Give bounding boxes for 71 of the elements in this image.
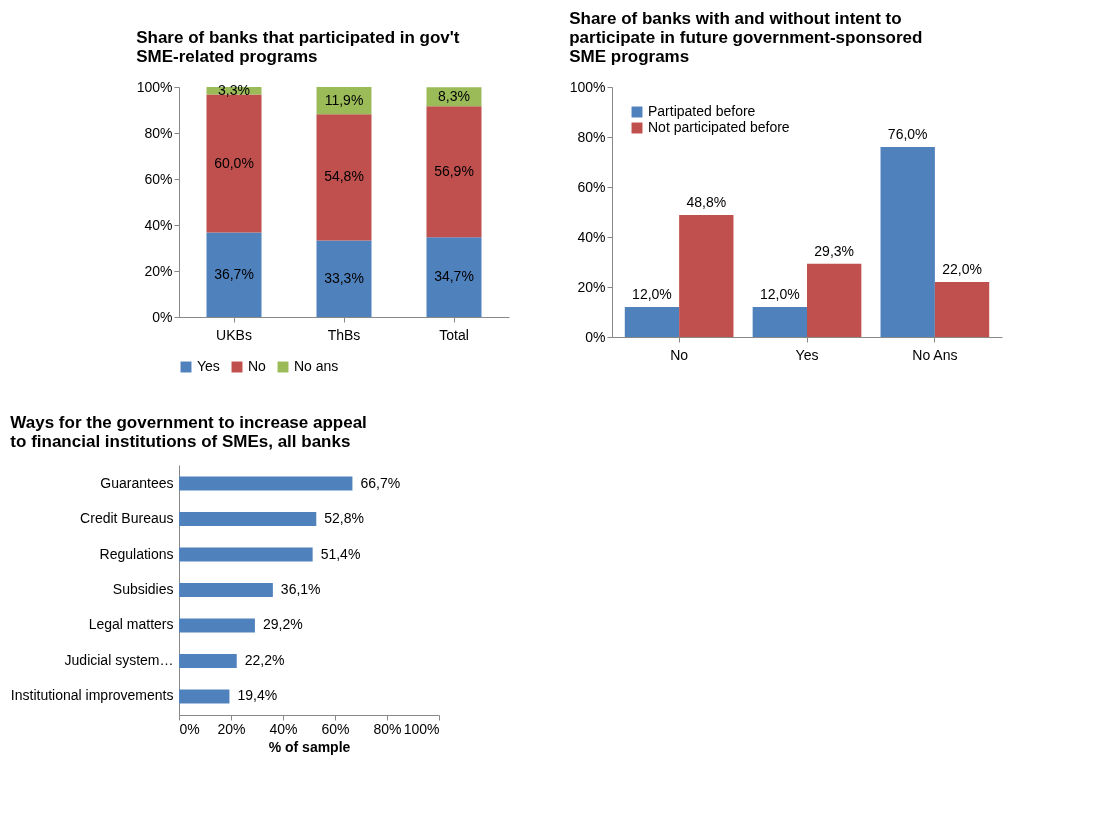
y-tick-label: 40% <box>577 228 606 245</box>
bar <box>426 106 482 238</box>
x-tick-label: 20% <box>217 720 246 737</box>
bar <box>316 114 372 241</box>
y-tick-label: Institutional improvements <box>10 687 174 704</box>
bar <box>934 282 990 337</box>
data-label: 51,4% <box>320 545 361 562</box>
x-tick-label: 0% <box>179 720 200 737</box>
data-label: 36,1% <box>280 581 321 597</box>
data-label: 34,7% <box>434 268 474 285</box>
bar <box>426 237 482 317</box>
y-tick-label: 40% <box>144 216 173 233</box>
legend-label: Yes <box>197 358 220 374</box>
y-tick-label: 100% <box>569 78 606 95</box>
data-label: 8,3% <box>438 87 470 104</box>
data-label: 29,3% <box>814 242 855 259</box>
data-label: 48,8% <box>686 194 727 210</box>
y-tick-label: Subsidies <box>112 581 174 597</box>
data-label: 66,7% <box>360 474 401 491</box>
legend-label: No ans <box>294 358 339 374</box>
bar <box>316 240 372 317</box>
y-tick-label: Judicial system… <box>64 651 174 668</box>
y-tick-label: 0% <box>152 308 173 325</box>
y-tick-label: 80% <box>577 128 606 145</box>
data-label: 52,8% <box>324 510 364 527</box>
data-label: 12,0% <box>759 286 800 302</box>
data-label: 76,0% <box>887 126 928 142</box>
data-label: 56,9% <box>434 162 474 179</box>
legend-label: Not participated before <box>648 119 790 135</box>
x-tick-label: 80% <box>373 720 402 737</box>
bar <box>679 215 734 337</box>
y-tick-label: Credit Bureaus <box>80 510 174 527</box>
data-label: 60,0% <box>214 154 254 171</box>
x-tick-label: Total <box>439 326 469 343</box>
y-tick-label: Legal matters <box>88 616 174 633</box>
chart-title: Share of banks with and without intent to participate in future government-sponsored SME programs <box>569 9 923 66</box>
bar <box>807 263 862 337</box>
chart-title: Ways for the government to increase appeal to financial institutions of SMEs, all banks <box>10 413 367 451</box>
y-tick-label: 80% <box>144 124 173 141</box>
x-axis-title: % of sample <box>268 738 351 755</box>
y-tick-label: Regulations <box>99 545 174 562</box>
data-label: 22,0% <box>942 261 982 277</box>
data-label: 29,2% <box>262 616 303 633</box>
data-label: 11,9% <box>324 91 364 108</box>
data-label: 22,2% <box>244 651 285 668</box>
x-tick-label: UKBs <box>216 326 252 343</box>
legend-label: No <box>248 358 267 374</box>
y-tick-label: 60% <box>144 170 173 187</box>
y-tick-label: 20% <box>144 262 173 279</box>
x-tick-label: 60% <box>321 720 350 737</box>
data-label: 33,3% <box>324 269 364 286</box>
data-label: 12,0% <box>632 286 672 302</box>
bar <box>880 147 935 337</box>
legend-label: Partipated before <box>648 103 756 119</box>
data-label: 19,4% <box>237 687 278 704</box>
y-tick-label: 100% <box>136 78 173 95</box>
data-label: 54,8% <box>324 168 364 185</box>
x-tick-label: ThBs <box>327 326 361 343</box>
y-tick-label: 60% <box>577 178 606 195</box>
chart-title: Share of banks that participated in gov't SME-related programs <box>136 28 460 66</box>
bar <box>206 232 262 317</box>
bar <box>752 307 807 337</box>
x-tick-label: No Ans <box>912 346 958 363</box>
y-tick-label: 20% <box>577 278 606 295</box>
x-tick-label: 40% <box>269 720 298 737</box>
bar <box>624 307 680 337</box>
x-tick-label: No <box>670 346 689 363</box>
data-label: 36,7% <box>214 265 254 282</box>
x-tick-label: Yes <box>795 346 819 363</box>
y-tick-label: Guarantees <box>100 474 174 491</box>
x-tick-label: 100% <box>403 720 440 737</box>
